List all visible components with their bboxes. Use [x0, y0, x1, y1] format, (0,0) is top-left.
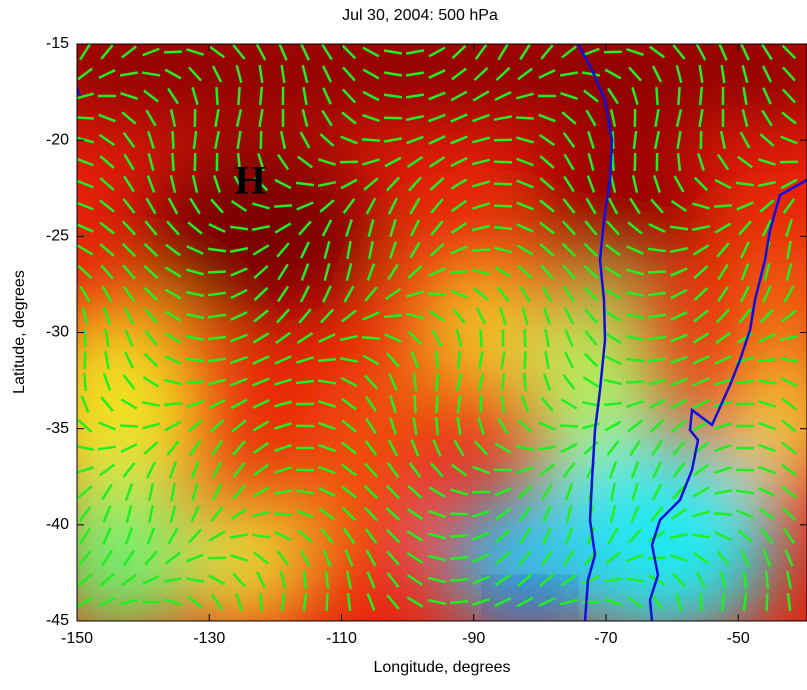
wind-arrow [656, 87, 657, 105]
high-pressure-label: H [235, 158, 266, 203]
wind-arrow [648, 271, 666, 272]
wind-arrow [450, 601, 468, 603]
x-tick-label: -50 [727, 630, 750, 647]
wind-arrow [494, 184, 512, 185]
y-tick-label: -35 [46, 420, 69, 437]
wind-arrow [261, 593, 262, 611]
wind-arrow [450, 579, 468, 581]
wind-arrow [84, 373, 85, 391]
y-axis-label: Latitude, degrees [11, 270, 28, 394]
wind-arrow [260, 87, 262, 105]
wind-arrow [494, 206, 512, 207]
wind-arrow [172, 153, 173, 171]
y-tick-label: -20 [46, 131, 69, 148]
y-tick-label: -30 [46, 324, 69, 341]
wind-arrow [701, 593, 702, 611]
wind-arrow [458, 351, 459, 369]
y-tick-label: -25 [46, 228, 69, 245]
wind-arrow [120, 426, 138, 427]
wind-arrow [186, 382, 204, 383]
wind-arrow [450, 271, 468, 272]
y-tick-label: -15 [46, 35, 69, 52]
wind-arrow [238, 87, 239, 105]
y-tick-label: -40 [46, 516, 69, 533]
wind-arrow [327, 593, 328, 611]
wind-arrow [318, 359, 336, 361]
wind-arrow [722, 593, 724, 611]
wind-arrow [494, 162, 512, 163]
wind-arrow [450, 514, 468, 515]
field [30, 10, 807, 640]
wind-arrow [525, 351, 526, 369]
wind-arrow [208, 558, 226, 559]
wind-arrow [436, 395, 437, 413]
wind-arrow [714, 205, 732, 206]
wind-arrow [173, 131, 174, 149]
wind-arrow [758, 359, 776, 361]
wind-arrow [362, 337, 380, 339]
wind-arrow [436, 373, 438, 391]
wind-arrow [472, 492, 490, 493]
wind-arrow [612, 153, 613, 171]
wind-arrow [208, 271, 226, 272]
x-tick-label: -130 [193, 630, 225, 647]
x-tick-label: -110 [326, 630, 357, 647]
chart-title: Jul 30, 2004: 500 hPa [342, 7, 498, 24]
wind-arrow [472, 250, 490, 251]
wind-arrow [164, 52, 182, 53]
wind-arrow [274, 205, 292, 206]
wind-arrow [428, 294, 446, 295]
x-axis-label: Longitude, degrees [374, 659, 511, 676]
wind-arrow [560, 426, 578, 427]
x-tick-label: -150 [61, 630, 93, 647]
wind-arrow [481, 395, 482, 413]
wind-arrow [85, 351, 86, 369]
wind-arrow [604, 52, 622, 53]
wind-arrow [700, 87, 702, 105]
wind-arrow [678, 87, 679, 105]
wind-arrow [195, 153, 196, 171]
wind-arrow [767, 593, 768, 611]
x-tick-label: -70 [594, 630, 617, 647]
wind-arrow [524, 373, 525, 391]
wind-arrow [384, 118, 402, 119]
wind-arrow [480, 329, 481, 347]
wind-arrow [635, 153, 636, 171]
wind-arrow [414, 395, 415, 413]
wind-arrow [216, 87, 217, 105]
x-tick-label: -90 [462, 630, 485, 647]
wind-arrow [362, 139, 380, 140]
wind-arrow [282, 593, 284, 611]
wind-arrow [714, 513, 732, 514]
wind-arrow [494, 470, 512, 471]
wind-arrow [450, 535, 468, 536]
wind-arrow [76, 118, 94, 119]
wind-arrow [274, 513, 292, 514]
wind-arrow [164, 403, 182, 405]
y-tick-label: -45 [46, 612, 69, 629]
wind-arrow [626, 382, 644, 383]
wind-arrow [516, 117, 534, 118]
wind-arrow [736, 470, 754, 471]
